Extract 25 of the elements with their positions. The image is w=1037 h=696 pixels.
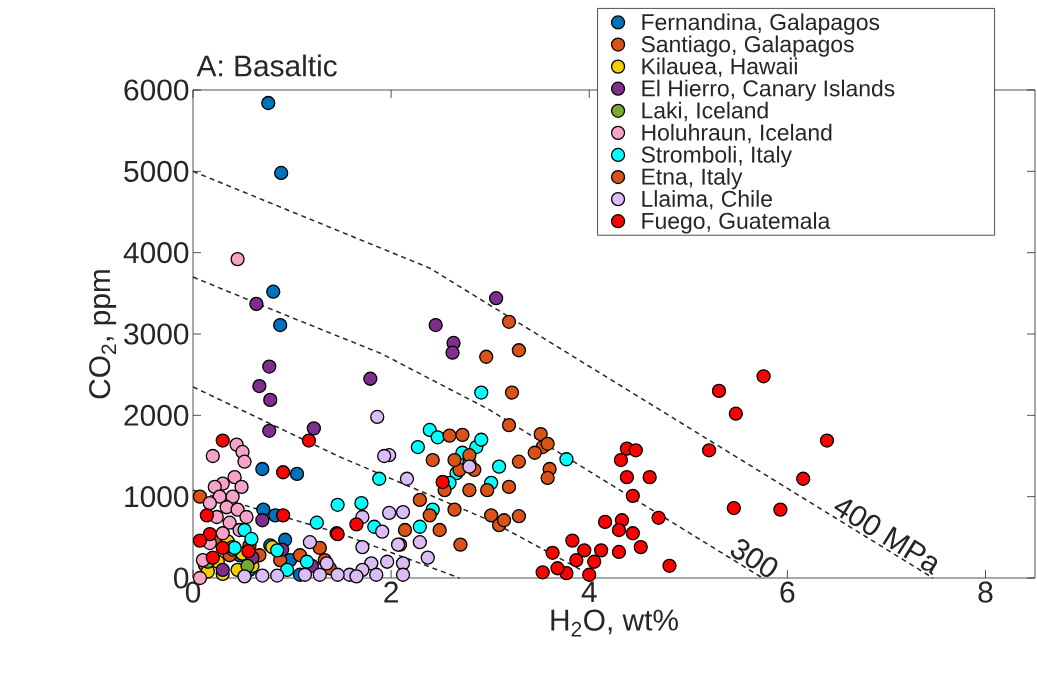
annotation: 300 (730, 539, 778, 578)
x-tick-label: 4 (581, 581, 597, 603)
legend-label: Holuhraun, Iceland (642, 123, 832, 144)
legend-label: Santiago, Galapagos (641, 35, 854, 57)
legend-label: Llaima, Chile (642, 190, 772, 210)
legend-label: Stromboli, Italy (641, 145, 793, 168)
legend-label: Fuego, Guatemala (642, 212, 831, 234)
y-tick-label: 5000 (124, 160, 189, 182)
y-tick-label: 4000 (123, 242, 189, 264)
legend-label: Fernandina, Galapagos (642, 13, 880, 35)
legend-label: Etna, Italy (642, 167, 743, 190)
chart-title: A: Basaltic (196, 54, 337, 77)
x-tick-label: 2 (384, 581, 398, 603)
y-tick-label: 3000 (124, 323, 189, 345)
x-tick-label: 8 (978, 581, 993, 603)
annotation: 400 MPa (834, 499, 938, 575)
y-tick-label: 6000 (124, 79, 189, 101)
y-tick-label: 2000 (124, 404, 189, 426)
x-axis-title: H$_{2}$O, wt% (551, 609, 678, 637)
legend-label: Laki, Iceland (642, 101, 768, 122)
y-tick-label: 1000 (125, 486, 189, 508)
legend-label: El Hierro, Canary Islands (642, 79, 895, 102)
legend-label: Kilauea, Hawaii (642, 57, 797, 78)
x-tick-label: 6 (780, 581, 795, 603)
y-axis-title: CO$_{2}$, ppm (89, 270, 117, 399)
